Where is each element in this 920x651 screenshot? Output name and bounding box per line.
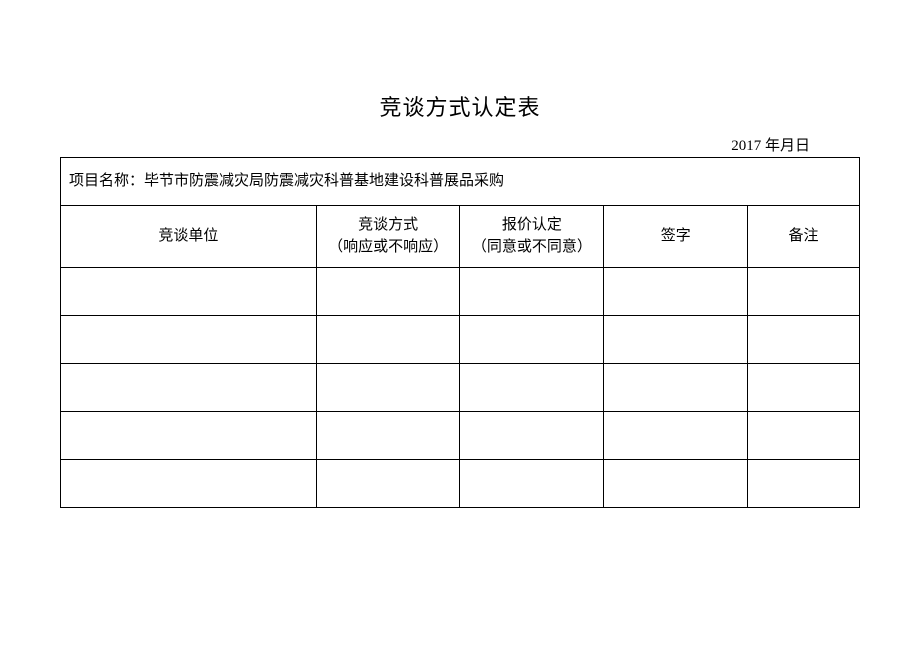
cell-quote [460, 363, 604, 411]
cell-method [316, 411, 460, 459]
cell-remark [748, 363, 860, 411]
header-remark: 备注 [748, 205, 860, 267]
cell-quote [460, 411, 604, 459]
project-name-cell: 项目名称：毕节市防震减灾局防震减灾科普基地建设科普展品采购 [61, 158, 860, 206]
header-method: 竞谈方式 （响应或不响应） [316, 205, 460, 267]
table-row [61, 363, 860, 411]
cell-method [316, 363, 460, 411]
header-method-line2: （响应或不响应） [321, 236, 456, 259]
cell-method [316, 459, 460, 507]
cell-remark [748, 267, 860, 315]
cell-quote [460, 267, 604, 315]
header-unit: 竞谈单位 [61, 205, 317, 267]
table-row [61, 267, 860, 315]
project-name-text: 毕节市防震减灾局防震减灾科普基地建设科普展品采购 [144, 173, 504, 189]
cell-sign [604, 363, 748, 411]
table-row [61, 411, 860, 459]
cell-sign [604, 411, 748, 459]
cell-unit [61, 411, 317, 459]
cell-unit [61, 315, 317, 363]
project-label: 项目名称： [69, 173, 144, 189]
cell-quote [460, 459, 604, 507]
header-quote: 报价认定 （同意或不同意） [460, 205, 604, 267]
cell-unit [61, 267, 317, 315]
header-quote-line2: （同意或不同意） [464, 236, 599, 259]
cell-remark [748, 315, 860, 363]
cell-quote [460, 315, 604, 363]
cell-sign [604, 315, 748, 363]
cell-unit [61, 459, 317, 507]
header-sign: 签字 [604, 205, 748, 267]
cell-remark [748, 459, 860, 507]
header-quote-line1: 报价认定 [464, 214, 599, 237]
cell-sign [604, 267, 748, 315]
cell-remark [748, 411, 860, 459]
table-header-row: 竞谈单位 竞谈方式 （响应或不响应） 报价认定 （同意或不同意） 签字 备注 [61, 205, 860, 267]
table-row [61, 459, 860, 507]
date-line: 2017 年月日 [60, 134, 860, 155]
cell-method [316, 267, 460, 315]
cell-sign [604, 459, 748, 507]
table-row [61, 315, 860, 363]
cell-unit [61, 363, 317, 411]
approval-table: 项目名称：毕节市防震减灾局防震减灾科普基地建设科普展品采购 竞谈单位 竞谈方式 … [60, 157, 860, 508]
document-page: 竞谈方式认定表 2017 年月日 项目名称：毕节市防震减灾局防震减灾科普基地建设… [0, 0, 920, 548]
cell-method [316, 315, 460, 363]
document-title: 竞谈方式认定表 [60, 90, 860, 122]
header-method-line1: 竞谈方式 [321, 214, 456, 237]
project-name-row: 项目名称：毕节市防震减灾局防震减灾科普基地建设科普展品采购 [61, 158, 860, 206]
